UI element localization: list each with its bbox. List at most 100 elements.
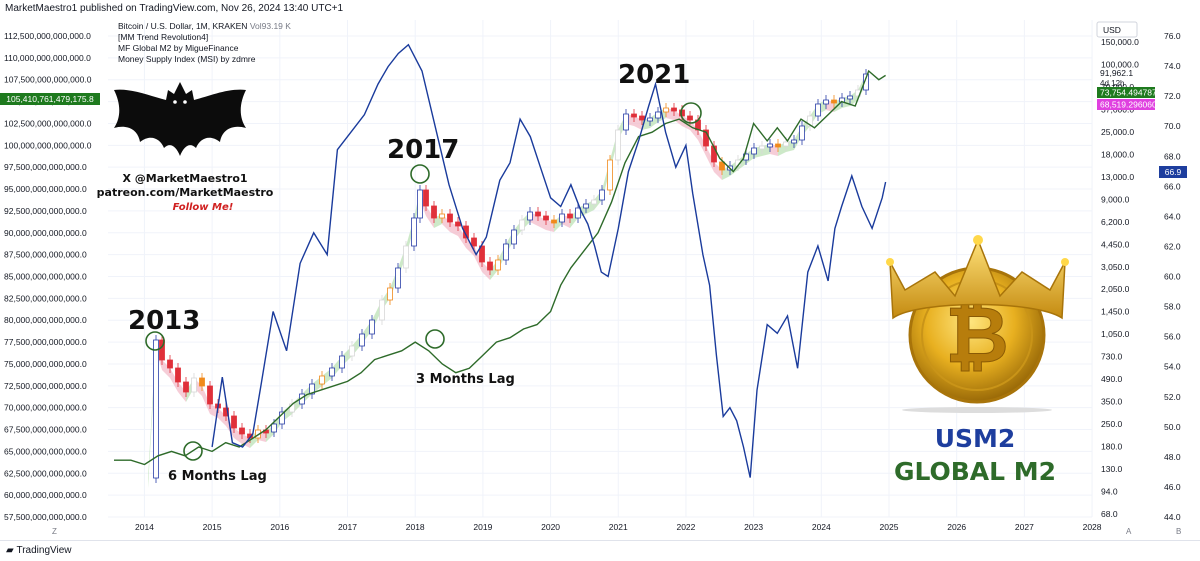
legend-symbol[interactable]: Bitcoin / U.S. Dollar, 1M, KRAKEN: [118, 21, 248, 31]
candle-body: [455, 221, 461, 227]
svg-text:73,754.494787: 73,754.494787: [1100, 88, 1157, 98]
trend-ribbon-segment: [474, 246, 482, 272]
candle-body: [379, 299, 385, 321]
peak-circle-m2-2018: [425, 329, 445, 349]
price-tick-label: 730.0: [1101, 352, 1123, 362]
usd-currency-button[interactable]: USD: [1096, 21, 1138, 38]
x-tick-label: 2025: [880, 522, 899, 532]
global-m2-line: [114, 69, 886, 466]
candle-body: [567, 213, 573, 219]
trend-ribbon-segment: [234, 428, 242, 444]
price-tick-label: 25,000.0: [1101, 127, 1134, 137]
candle-body: [239, 427, 245, 435]
left-tick-label: 77,500,000,000,000.0: [4, 337, 87, 347]
watermark-patreon: patreon.com/MarketMaestro: [97, 186, 274, 199]
candle-body: [759, 145, 765, 150]
x-tick-label: 2015: [203, 522, 222, 532]
msi-tick-label: 72.0: [1164, 91, 1181, 101]
trend-ribbon-segment: [690, 120, 698, 140]
candle-body: [487, 261, 493, 271]
svg-text:4d 12h: 4d 12h: [1100, 79, 1124, 88]
candle-body: [551, 219, 557, 224]
candle-body: [791, 139, 797, 144]
candle-body: [479, 245, 485, 263]
candle-body: [439, 213, 445, 219]
usm2-line: [211, 43, 887, 478]
price-tick-label: 3,050.0: [1101, 262, 1130, 272]
chart-legend[interactable]: Bitcoin / U.S. Dollar, 1M, KRAKEN Vol93.…: [118, 21, 291, 65]
peak-circle-2021: [680, 102, 702, 124]
candle-body: [207, 385, 213, 405]
candle-body: [159, 339, 165, 361]
candle-body: [199, 377, 205, 387]
trend-ribbon-segment: [458, 226, 466, 248]
peak-circle-m2-2014: [183, 441, 203, 461]
candle-body: [231, 415, 237, 429]
left-tick-label: 72,500,000,000,000.0: [4, 381, 87, 391]
candle-body: [359, 333, 365, 347]
label-global-m2: GLOBAL M2: [894, 457, 1056, 486]
left-value-badge: 105,410,761,479,175.8: [0, 93, 100, 105]
price-tick-label: 180.0: [1101, 442, 1123, 452]
price-tick-label: 68.0: [1101, 509, 1118, 519]
price-tick-label: 70,000.0: [1101, 82, 1134, 92]
candle-body: [519, 219, 525, 231]
candle-body: [319, 375, 325, 385]
x-tick-label: 2027: [1015, 522, 1034, 532]
candle-body: [575, 207, 581, 219]
svg-text:105,410,761,479,175.8: 105,410,761,479,175.8: [6, 94, 94, 104]
candle-body: [655, 111, 661, 119]
x-tick-label: 2024: [812, 522, 831, 532]
legend-indicator-2[interactable]: MF Global M2 by MigueFinance: [118, 43, 239, 53]
left-tick-label: 67,500,000,000,000.0: [4, 425, 87, 435]
corner-z[interactable]: Z: [52, 527, 57, 536]
candle-body: [153, 339, 159, 479]
left-tick-label: 95,000,000,000,000.0: [4, 184, 87, 194]
watermark-handle: X @MarketMaestro1: [122, 172, 247, 185]
trend-ribbon-segment: [482, 262, 490, 280]
tradingview-logo[interactable]: ▰ TradingView: [6, 545, 72, 556]
peak-circle-2017: [410, 164, 430, 184]
label-usm2: USM2: [935, 424, 1016, 453]
left-tick-label: 80,000,000,000,000.0: [4, 315, 87, 325]
left-tick-label: 90,000,000,000,000.0: [4, 228, 87, 238]
corner-b[interactable]: B: [1176, 527, 1182, 536]
candle-body: [631, 113, 637, 118]
left-tick-label: 110,000,000,000,000.0: [4, 53, 91, 63]
x-tick-label: 2014: [135, 522, 154, 532]
x-tick-label: 2017: [338, 522, 357, 532]
trend-ribbon-segment: [170, 368, 178, 392]
price-badge-current: 91,962.1 4d 12h: [1100, 68, 1133, 88]
price-tick-label: 94.0: [1101, 487, 1118, 497]
candle-body: [847, 95, 853, 100]
candle-body: [329, 367, 335, 377]
corner-a[interactable]: A: [1126, 527, 1132, 536]
svg-text:68,519.296060: 68,519.296060: [1100, 100, 1157, 110]
x-tick-label: 2022: [676, 522, 695, 532]
trend-ribbon-segment: [442, 214, 450, 232]
candle-body: [823, 99, 829, 105]
left-tick-label: 57,500,000,000,000.0: [4, 512, 87, 522]
price-tick-label: 1,450.0: [1101, 307, 1130, 317]
usm2-value-badge: 66.9: [1159, 166, 1187, 178]
trend-ribbon-segment: [426, 206, 434, 228]
candle-body: [535, 211, 541, 217]
price-tick-label: 9,000.0: [1101, 194, 1130, 204]
left-tick-label: 102,500,000,000,000.0: [4, 118, 92, 128]
left-tick-label: 92,500,000,000,000.0: [4, 206, 87, 216]
candle-body: [411, 217, 417, 247]
candle-body: [583, 203, 589, 209]
legend-indicator-3[interactable]: Money Supply Index (MSI) by zdmre: [118, 54, 256, 64]
candle-body: [387, 287, 393, 301]
candle-body: [417, 189, 423, 219]
candle-body: [775, 143, 781, 148]
label-6-months-lag: 6 Months Lag: [168, 469, 267, 484]
peak-circle-2013: [145, 331, 165, 351]
trend-ribbon-segment: [162, 360, 170, 378]
legend-indicator-1[interactable]: [MM Trend Revolution4]: [118, 32, 209, 42]
x-tick-label: 2019: [473, 522, 492, 532]
left-tick-label: 97,500,000,000,000.0: [4, 162, 87, 172]
price-tick-label: 2,050.0: [1101, 284, 1130, 294]
price-tick-label: 250.0: [1101, 419, 1123, 429]
